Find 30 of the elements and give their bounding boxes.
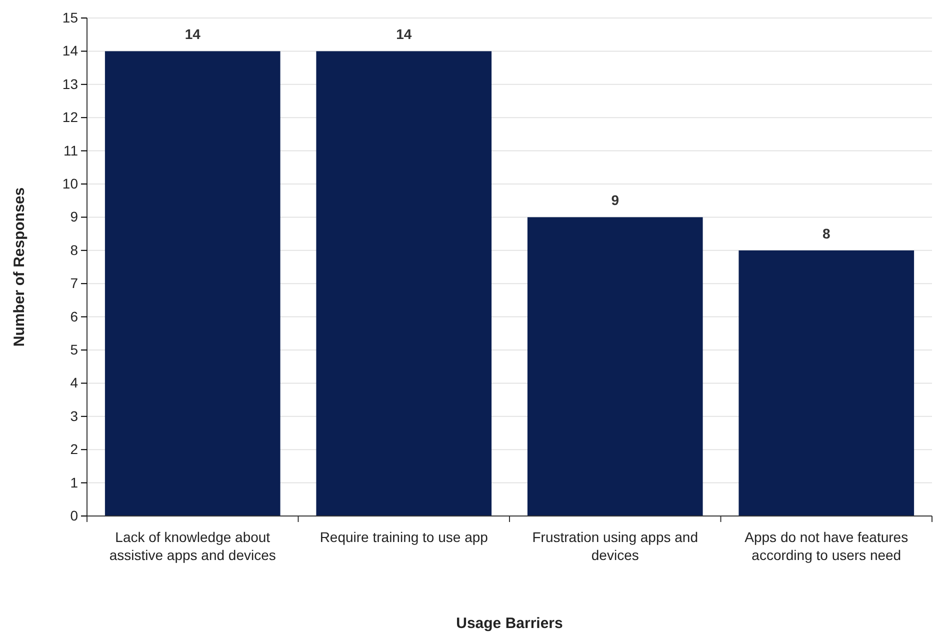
y-tick-label: 9 (70, 208, 78, 225)
y-tick-label: 1 (70, 474, 78, 490)
x-tick-label: Lack of knowledge about assistive apps and devices (109, 529, 276, 564)
y-axis-title: Number of Responses (11, 187, 28, 347)
y-tick-label: 7 (70, 275, 78, 292)
bar (316, 51, 492, 516)
y-tick-label: 13 (62, 76, 78, 92)
y-tick-label: 5 (70, 341, 78, 358)
y-tick-label: 0 (70, 507, 78, 524)
y-tick-label: 14 (62, 42, 78, 59)
bar (738, 250, 914, 516)
x-tick-label: Apps do not have features according to users need (744, 529, 908, 564)
y-tick-label: 4 (70, 374, 78, 391)
data-label: 8 (822, 225, 830, 242)
data-label: 14 (184, 26, 201, 42)
bar (104, 51, 280, 516)
y-tick-label: 10 (62, 175, 78, 192)
y-tick-label: 8 (70, 242, 78, 258)
x-axis-title: Usage Barriers (456, 615, 563, 632)
x-tick-label: Require training to use app (320, 529, 488, 545)
data-label: 9 (611, 192, 620, 208)
y-tick-label: 11 (63, 142, 78, 158)
y-tick-label: 3 (70, 408, 78, 424)
data-label: 14 (396, 26, 412, 42)
y-tick-label: 12 (62, 109, 78, 126)
bar (527, 217, 703, 516)
y-tick-label: 15 (62, 9, 78, 26)
y-tick-label: 2 (70, 441, 78, 458)
y-tick-label: 6 (70, 308, 78, 324)
x-tick-label: Frustration using apps and devices (532, 529, 698, 564)
